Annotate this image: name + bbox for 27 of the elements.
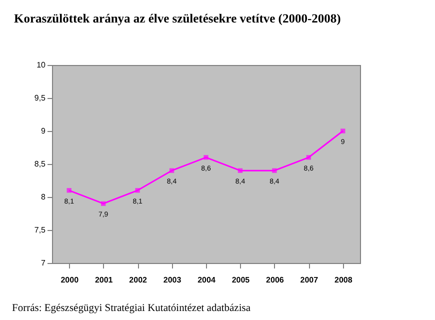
point — [306, 155, 312, 160]
x-tick-label: 2000 — [60, 276, 80, 284]
y-tick-label: 8,5 — [34, 160, 46, 168]
point — [66, 188, 72, 193]
point — [100, 201, 106, 206]
y-tick-label: 7 — [41, 258, 46, 268]
point — [169, 168, 174, 173]
text: Forrás: Egészségügyi Stratégiai Kutatóintézet adatbázisa — [12, 303, 251, 314]
x-tick-label: 2002 — [129, 276, 148, 284]
x-tick-label: 2008 — [334, 276, 353, 284]
y-tick-label: 8 — [41, 192, 46, 202]
point — [204, 155, 208, 160]
x-tick-label: 2003 — [163, 276, 182, 284]
x-tick-label: 2007 — [300, 276, 319, 284]
chart-title: Koraszülöttek aránya az élve születésekre vetítve (2000-2008) — [14, 12, 341, 26]
y-tick-label: 10 — [36, 60, 46, 70]
y-tick-label: 9 — [41, 126, 46, 136]
point — [340, 128, 346, 134]
point — [272, 168, 277, 173]
x-tick-label: 2004 — [198, 276, 216, 284]
point — [238, 168, 243, 173]
x-tick-label: 2006 — [266, 276, 284, 284]
y-tick-label: 9,5 — [34, 94, 46, 102]
x-tick-label: 2005 — [232, 276, 250, 284]
y-tick-label: 7,5 — [34, 226, 46, 234]
x-tick-label: 2001 — [94, 276, 114, 284]
point — [135, 188, 140, 193]
